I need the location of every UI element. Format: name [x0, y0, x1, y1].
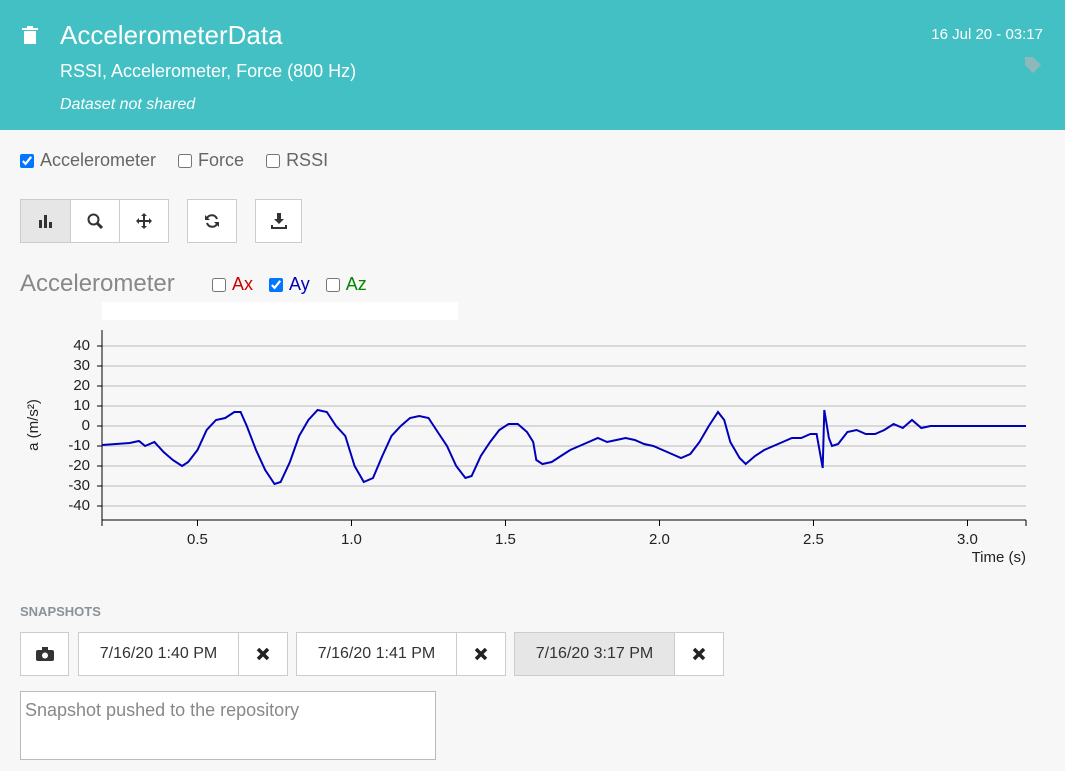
pan-button[interactable] [119, 199, 169, 243]
y-tick-label: -10 [68, 437, 90, 454]
snapshot-load[interactable]: 7/16/20 1:40 PM [78, 632, 239, 676]
label: Ax [232, 274, 254, 294]
axis-toggle[interactable]: Az [325, 274, 367, 295]
label: RSSI [286, 150, 329, 170]
bar-mode-button[interactable] [20, 199, 71, 243]
y-tick-label: 10 [73, 397, 90, 414]
sensor-toggle[interactable]: Force [178, 150, 244, 171]
snapshot-delete[interactable] [456, 632, 506, 676]
y-tick-label: 20 [73, 377, 90, 394]
icon [270, 213, 287, 229]
x-tick-label: 1.5 [495, 531, 516, 548]
zoom-button[interactable] [70, 199, 120, 243]
label: Az [345, 274, 367, 294]
icon [205, 214, 219, 228]
snapshots-title: SNAPSHOTS [20, 604, 101, 619]
label: Accelerometer [40, 150, 157, 170]
checkbox[interactable] [325, 277, 340, 292]
share-status: Dataset not shared [60, 96, 196, 113]
dataset-subtitle: RSSI, Accelerometer, Force (800 Hz) [60, 61, 357, 81]
icon [136, 213, 152, 229]
x-axis-label: Time (s) [972, 549, 1026, 566]
snapshot-load[interactable]: 7/16/20 1:41 PM [296, 632, 457, 676]
chart: a (m/s²) Time (s) 40 30 20 10 0 -10 -20 -30 -40 0… [25, 302, 1027, 566]
y-tick-label: -40 [68, 497, 90, 514]
checkbox[interactable] [20, 153, 34, 168]
snapshot: 7/16/20 1:41 PM [296, 632, 506, 676]
x-tick-label: 0.5 [187, 531, 208, 548]
trash-icon[interactable] [22, 26, 38, 44]
icon [692, 647, 706, 661]
icon [474, 647, 488, 661]
sensor-toggle[interactable]: Accelerometer [20, 150, 156, 171]
section-title: Accelerometer [20, 270, 175, 297]
x-tick-label: 2.5 [803, 531, 824, 548]
x-tick-label: 1.0 [341, 531, 362, 548]
download-button[interactable] [255, 199, 302, 243]
snapshot-delete[interactable] [238, 632, 288, 676]
reset-button[interactable] [187, 199, 237, 243]
y-tick-label: -20 [68, 457, 90, 474]
y-tick-label: 40 [73, 337, 90, 354]
checkbox[interactable] [266, 153, 281, 168]
snapshot-delete[interactable] [674, 632, 724, 676]
sensor-toggle[interactable]: RSSI [266, 150, 328, 171]
axis-toggle[interactable]: Ax [212, 274, 253, 295]
axis-toggles: Ax Ay Az [212, 274, 367, 295]
tag-icon[interactable] [1024, 56, 1042, 74]
icon [256, 647, 270, 661]
note-textarea[interactable]: Snapshot pushed to the repository [20, 691, 436, 760]
label: Ay [289, 274, 310, 294]
checkbox[interactable] [269, 277, 284, 292]
checkbox[interactable] [178, 153, 193, 168]
checkbox[interactable] [212, 277, 226, 292]
y-tick-label: 30 [73, 357, 90, 374]
data-line [101, 408, 1026, 486]
label: Force [198, 150, 245, 170]
y-axis-label: a (m/s²) [25, 399, 42, 451]
icon [38, 215, 52, 228]
snapshot: 7/16/20 3:17 PM [514, 632, 724, 676]
snapshot-button[interactable] [20, 632, 69, 676]
header: AccelerometerData RSSI, Accelerometer, F… [0, 0, 1065, 130]
snapshot-load[interactable]: 7/16/20 3:17 PM [514, 632, 675, 676]
icon [35, 647, 54, 661]
y-tick-label: -30 [68, 477, 90, 494]
y-tick-label: 0 [82, 417, 90, 434]
dataset-date: 16 Jul 20 - 03:17 [931, 26, 1043, 43]
x-tick-label: 3.0 [957, 531, 978, 548]
axis-toggle[interactable]: Ay [269, 274, 310, 295]
sensor-toggles: Accelerometer Force RSSI [20, 150, 328, 171]
snapshot-list: 7/16/20 1:40 PM 7/16/20 1:41 PM 7/16/20 3:… [78, 632, 724, 676]
chart-placeholder [102, 302, 458, 320]
x-tick-label: 2.0 [649, 531, 670, 548]
dataset-title: AccelerometerData [60, 20, 283, 50]
icon [87, 213, 103, 229]
snapshot: 7/16/20 1:40 PM [78, 632, 288, 676]
